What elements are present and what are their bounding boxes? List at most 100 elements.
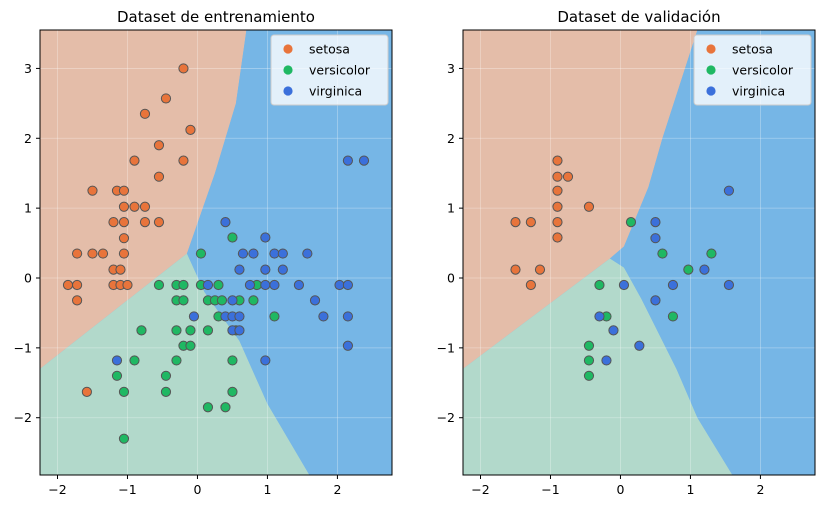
training-point-setosa — [71, 295, 83, 306]
validation-point-virginica — [723, 185, 735, 196]
training-point-virginica — [342, 279, 354, 291]
training-point-virginica — [309, 295, 321, 306]
validation-panel: Dataset de validación −2 −1 0 1 2 −2 −1 0 1 2 3 set… — [437, 8, 816, 497]
training-point-versicolor — [220, 402, 231, 413]
validation-point-setosa — [552, 185, 563, 196]
training-point-versicolor — [195, 248, 207, 259]
validation-point-virginica — [608, 325, 619, 336]
validation-legend-box — [693, 34, 812, 106]
validation-y-tick-label: −1 — [437, 340, 455, 355]
training-point-virginica — [237, 248, 249, 259]
training-axes-frame — [39, 29, 393, 476]
training-legend-label-virginica: virginica — [309, 84, 362, 99]
training-point-versicolor — [227, 386, 238, 397]
training-point-versicolor — [227, 232, 238, 243]
training-point-setosa — [115, 264, 126, 275]
training-point-virginica — [234, 264, 245, 275]
validation-point-versicolor — [667, 311, 679, 322]
validation-point-virginica — [650, 217, 661, 228]
validation-legend-label-versicolor: versicolor — [732, 63, 794, 78]
validation-point-setosa — [510, 264, 521, 275]
training-point-versicolor — [269, 311, 280, 322]
training-y-tick-label: 3 — [24, 61, 32, 76]
validation-point-versicolor — [683, 264, 694, 275]
training-point-virginica — [269, 248, 280, 259]
validation-point-setosa — [552, 171, 563, 182]
validation-region-setosa — [463, 30, 698, 369]
training-point-versicolor — [248, 295, 259, 306]
training-point-virginica — [334, 279, 345, 291]
validation-x-tick-label: −1 — [541, 482, 559, 497]
training-point-setosa — [71, 279, 83, 291]
validation-x-tick-label: 1 — [686, 482, 694, 497]
validation-point-virginica — [650, 295, 661, 306]
training-x-tick-label: −1 — [118, 482, 136, 497]
training-point-virginica — [277, 264, 288, 275]
validation-y-tick-label: 1 — [447, 201, 455, 216]
training-point-setosa — [153, 217, 165, 228]
training-x-tick-label: 2 — [333, 482, 341, 497]
training-y-tick-label: 2 — [24, 131, 32, 146]
training-title: Dataset de entrenamiento — [117, 8, 315, 26]
training-point-virginica — [302, 248, 313, 259]
validation-y-tick-label: −2 — [437, 410, 455, 425]
training-point-virginica — [188, 311, 200, 322]
training-point-virginica — [202, 279, 214, 291]
training-point-versicolor — [227, 355, 238, 366]
training-point-versicolor — [178, 279, 189, 291]
training-point-versicolor — [153, 279, 165, 291]
validation-point-virginica — [650, 233, 661, 244]
validation-point-setosa — [510, 217, 521, 228]
training-point-virginica — [342, 155, 354, 166]
validation-point-virginica — [594, 311, 605, 322]
training-point-setosa — [178, 63, 189, 74]
training-point-setosa — [139, 217, 151, 228]
training-point-setosa — [118, 217, 130, 228]
training-point-setosa — [118, 248, 130, 259]
validation-point-versicolor — [594, 279, 605, 291]
training-point-virginica — [342, 340, 354, 351]
training-region-virginica — [186, 30, 392, 475]
training-point-setosa — [118, 185, 130, 196]
training-point-versicolor — [178, 295, 189, 306]
training-point-setosa — [62, 279, 74, 291]
training-point-virginica — [227, 295, 238, 306]
training-point-virginica — [248, 248, 259, 259]
validation-legend-marker-setosa — [706, 44, 716, 54]
validation-x-tick-label: 2 — [756, 482, 764, 497]
training-point-virginica — [293, 279, 305, 291]
validation-region-versicolor — [463, 258, 733, 475]
validation-legend-marker-virginica — [706, 86, 716, 96]
validation-point-virginica — [699, 264, 710, 275]
validation-point-setosa — [562, 171, 574, 182]
training-point-virginica — [111, 355, 123, 366]
validation-legend-label-setosa: setosa — [732, 42, 773, 57]
validation-point-setosa — [525, 217, 536, 228]
validation-point-versicolor — [625, 217, 637, 228]
training-point-virginica — [358, 155, 370, 166]
training-legend-box — [270, 34, 389, 106]
training-legend: setosa versicolor virginica — [270, 34, 389, 106]
training-point-versicolor — [160, 386, 172, 397]
validation-point-versicolor — [583, 340, 595, 351]
training-point-setosa — [139, 108, 151, 119]
training-point-virginica — [260, 355, 271, 366]
training-point-versicolor — [213, 279, 224, 291]
validation-point-versicolor — [657, 248, 668, 259]
training-point-setosa — [97, 248, 109, 259]
validation-point-setosa — [583, 201, 595, 212]
training-point-setosa — [139, 201, 151, 212]
validation-title: Dataset de validación — [557, 8, 720, 26]
training-x-tick-label: 1 — [263, 482, 271, 497]
validation-legend-marker-versicolor — [706, 65, 716, 75]
training-point-versicolor — [171, 325, 182, 336]
validation-point-versicolor — [583, 370, 595, 381]
training-point-versicolor — [185, 340, 196, 351]
training-point-setosa — [71, 248, 83, 259]
training-point-virginica — [260, 279, 271, 291]
validation-point-virginica — [618, 279, 630, 291]
validation-point-setosa — [525, 279, 536, 291]
training-legend-label-setosa: setosa — [309, 42, 350, 57]
validation-point-virginica — [634, 340, 645, 351]
